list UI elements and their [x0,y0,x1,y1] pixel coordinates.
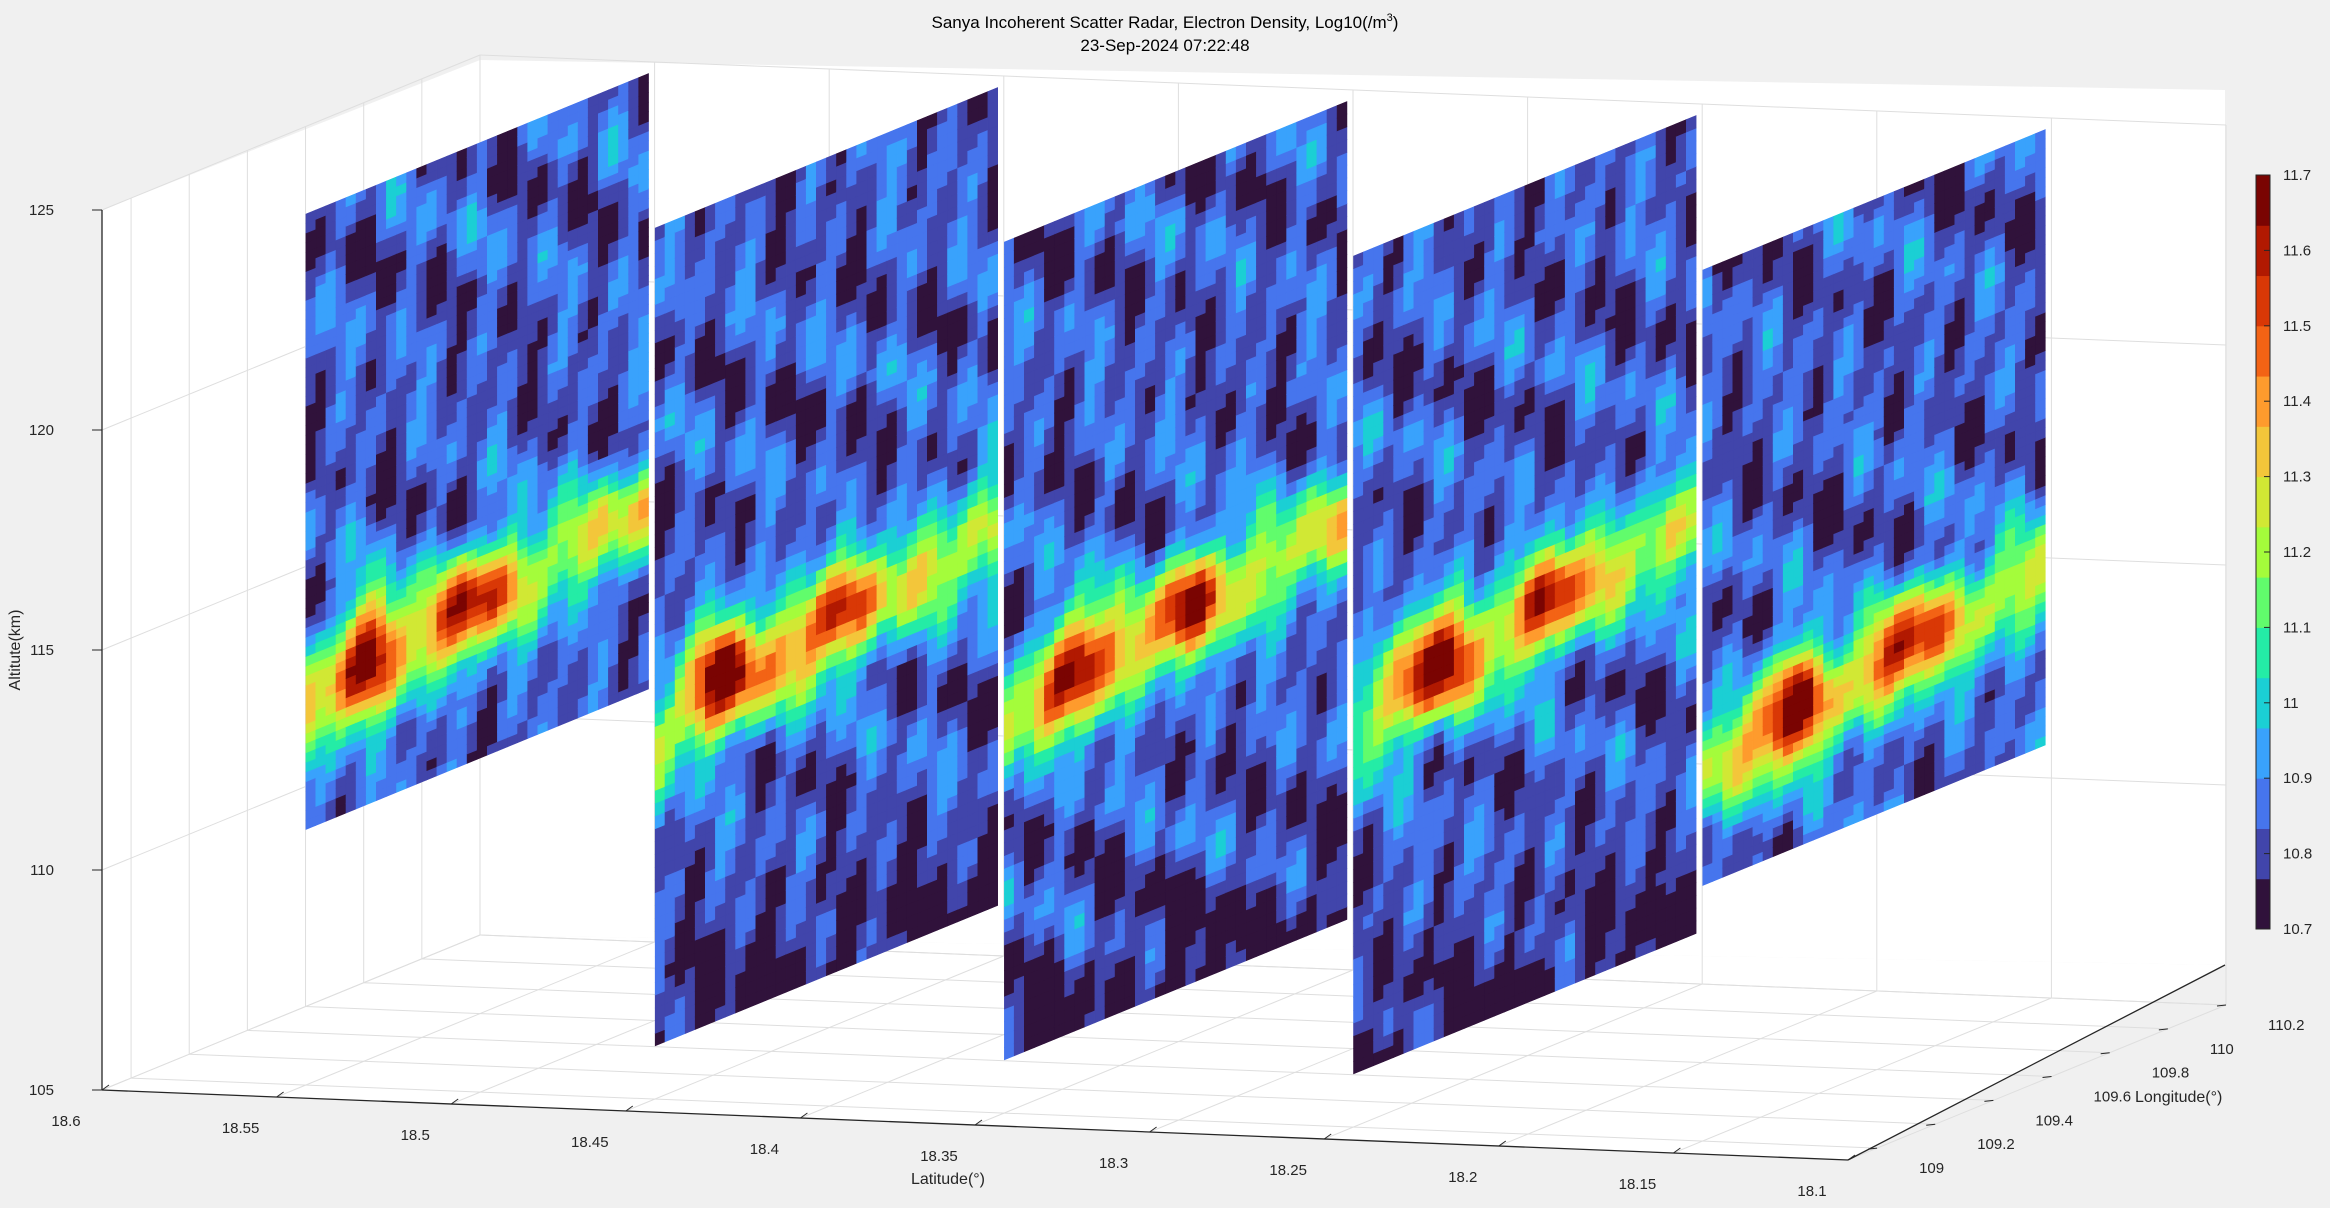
slice-cell [638,197,649,213]
slice-3 [1004,101,1348,1061]
grid-line-lat [1673,997,2052,1154]
slice-cell [638,120,649,136]
slice-cell [638,573,649,588]
slice-1 [305,73,649,830]
slice-cell [638,188,649,203]
slice-cell [638,496,649,511]
slice-cell [638,140,649,155]
slice-cell [638,82,649,98]
slice-cell [638,544,649,560]
grid-line-lat [625,955,1004,1112]
slice-cell [638,457,649,473]
grid-line-alt [101,54,481,211]
slice-cell [638,409,649,425]
slice-cell [638,178,649,194]
grid-line-lat [974,969,1354,1126]
slice-cell [638,159,649,175]
grid-line-lat [1324,983,1703,1140]
slice-cell [638,274,649,290]
slice-cell [638,390,649,406]
slice-cell [638,467,649,483]
slice-cell [638,265,649,280]
slice-cell [638,486,649,502]
slice-cell [638,428,649,444]
slice-cell [638,582,649,598]
slice-cell [638,640,649,656]
slice-cell [638,332,649,348]
slice-contour [654,87,998,1047]
slice-cell [638,371,649,386]
slice-cell [638,111,649,126]
slice-cell [638,73,649,88]
slice-2 [654,87,998,1047]
slice-cell [638,217,649,232]
slice-cell [638,659,649,675]
slice-cell [638,313,649,329]
slice-cell [638,534,649,550]
grid-line-alt [101,934,481,1091]
slice-cell [638,525,649,540]
slice-cell [638,380,649,396]
grid-line-lon [363,982,2110,1054]
slice-cell [638,611,649,627]
slice-cell [638,294,649,309]
slice-cell [638,602,649,617]
slice-cell [638,448,649,463]
slice-cell [638,342,649,357]
slice-cell [638,101,649,117]
slice-cell [638,303,649,319]
slice-cell [638,351,649,367]
grid-line-lon [189,1053,1936,1125]
grid-line-lat [1847,1004,2227,1161]
slice-cell [638,149,649,165]
slice-cell [638,563,649,579]
slice-cell [638,505,649,521]
grid-line-lon [305,1006,2052,1078]
slice-cell [638,236,649,252]
slice-cell [638,650,649,665]
grid-line-alt [479,54,2227,126]
slice-cell [638,621,649,637]
slice-cell [638,419,649,434]
grid-line-lon [247,1029,1994,1101]
grid-line-lon [131,1077,1878,1149]
slice-cell [638,255,649,271]
grid-line-lat [1498,990,1877,1147]
slice-contour [1004,101,1348,1061]
slices [305,73,2046,1075]
slice-contour [305,73,649,830]
grid-line-lat [276,941,655,1098]
slice-cell [638,226,649,242]
